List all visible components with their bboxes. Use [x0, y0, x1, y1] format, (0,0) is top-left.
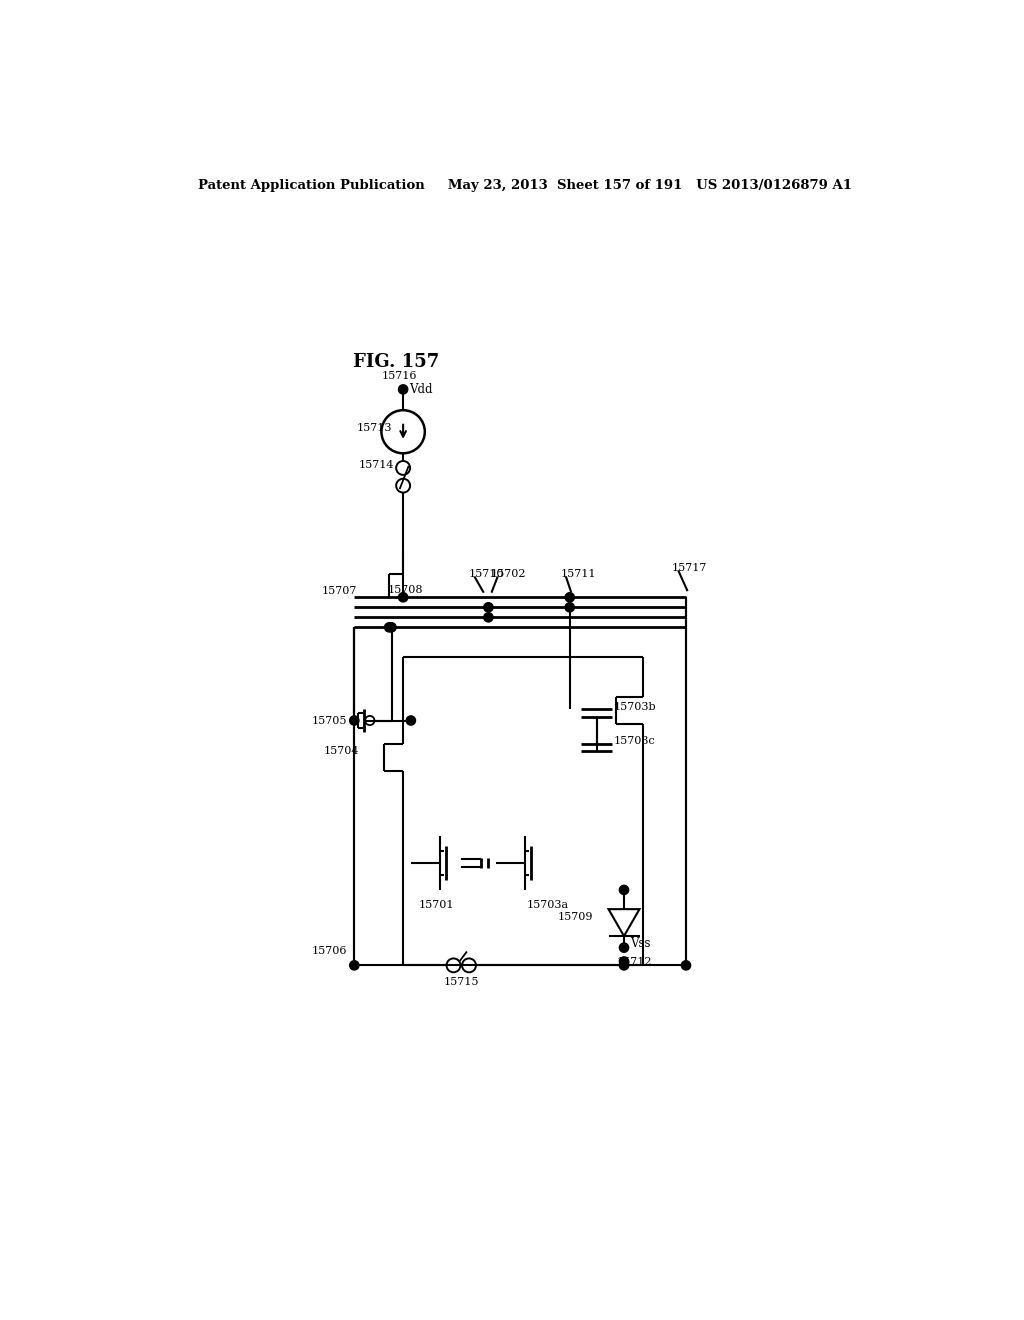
Text: 15706: 15706: [311, 946, 347, 957]
Text: 15707: 15707: [322, 586, 357, 597]
Polygon shape: [608, 909, 640, 936]
Text: 15716: 15716: [382, 371, 417, 381]
Circle shape: [565, 603, 574, 612]
Text: 15704: 15704: [324, 746, 358, 756]
Text: 15705: 15705: [311, 715, 347, 726]
Circle shape: [620, 957, 629, 966]
Circle shape: [398, 385, 408, 395]
Text: 15702: 15702: [490, 569, 526, 579]
Circle shape: [349, 961, 359, 970]
Text: 15709: 15709: [558, 912, 594, 921]
Circle shape: [387, 623, 396, 632]
Circle shape: [620, 942, 629, 952]
Text: 15711: 15711: [560, 569, 596, 579]
Circle shape: [565, 593, 574, 602]
Text: 15714: 15714: [358, 459, 393, 470]
Circle shape: [349, 715, 359, 725]
Text: 15717: 15717: [672, 564, 708, 573]
Text: Patent Application Publication     May 23, 2013  Sheet 157 of 191   US 2013/0126: Patent Application Publication May 23, 2…: [198, 178, 852, 191]
Circle shape: [620, 886, 629, 895]
Circle shape: [483, 612, 493, 622]
Text: 15708: 15708: [388, 585, 423, 594]
Text: 15712: 15712: [616, 957, 651, 966]
Text: 15710: 15710: [469, 569, 505, 579]
Text: Vss: Vss: [630, 937, 650, 950]
Circle shape: [681, 961, 690, 970]
Text: 15703c: 15703c: [614, 737, 655, 746]
Text: 15703b: 15703b: [614, 702, 656, 711]
Text: 15715: 15715: [443, 977, 479, 987]
Circle shape: [385, 623, 394, 632]
Circle shape: [620, 961, 629, 970]
Text: 15713: 15713: [356, 422, 392, 433]
Circle shape: [398, 593, 408, 602]
Circle shape: [483, 603, 493, 612]
Text: FIG. 157: FIG. 157: [352, 354, 439, 371]
Text: 15701: 15701: [419, 900, 455, 911]
Text: Vdd: Vdd: [410, 383, 433, 396]
Text: 15703a: 15703a: [527, 900, 569, 911]
Circle shape: [407, 715, 416, 725]
